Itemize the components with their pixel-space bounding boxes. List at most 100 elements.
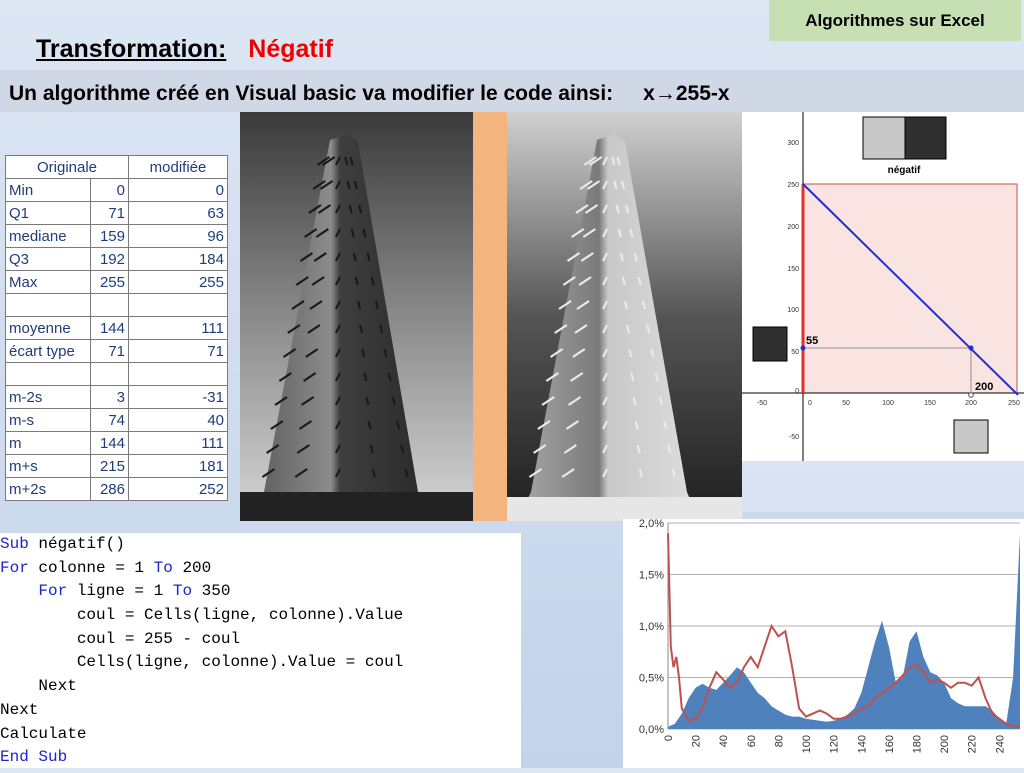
tower-stake	[317, 204, 332, 214]
row-label: Q3	[5, 247, 91, 271]
tower-stake	[391, 396, 396, 406]
tower-stake	[582, 228, 596, 238]
legend-swatch-dark	[904, 116, 947, 160]
tower-stake	[335, 252, 341, 262]
tower-stake	[358, 204, 363, 214]
tower-stake	[641, 300, 647, 310]
tower-stake	[602, 420, 608, 430]
tower-stake	[400, 444, 405, 454]
hist-x-tick: 200	[939, 735, 951, 753]
tower-stake	[563, 444, 577, 454]
tower-stake	[335, 300, 341, 310]
code-line: For ligne = 1 To 350	[38, 582, 231, 601]
tower-stake	[348, 204, 353, 214]
hist-x-tick: 120	[829, 735, 841, 753]
tower-stake	[335, 228, 341, 238]
graph-x-tick: 0	[808, 400, 812, 407]
tower-stake	[396, 420, 401, 430]
modified-value: 111	[128, 316, 228, 340]
output-swatch	[953, 419, 989, 454]
tower-stake	[626, 324, 631, 334]
tower-stake	[344, 156, 349, 166]
tower-stake	[313, 252, 327, 262]
tower-stake	[602, 348, 608, 358]
tower-stake	[335, 180, 341, 190]
modified-value: 184	[128, 247, 228, 271]
tower-stake	[602, 252, 608, 262]
hist-x-tick: 240	[994, 735, 1006, 753]
table-row: m-2s 3 -31	[5, 385, 228, 409]
original-value: 144	[90, 316, 129, 340]
hist-x-tick: 80	[773, 735, 785, 747]
tower-stake	[578, 276, 592, 286]
tower-stake	[354, 276, 359, 286]
tower-stake	[630, 372, 635, 382]
original-value	[90, 362, 129, 386]
tower-stake	[576, 300, 590, 310]
hist-x-tick: 20	[691, 735, 703, 747]
modified-value	[128, 293, 228, 317]
tower-stake	[565, 420, 580, 430]
tower-stake	[617, 228, 622, 238]
tower-stake	[387, 372, 392, 382]
row-label	[5, 293, 91, 317]
tower-stake	[621, 276, 626, 286]
tower-stake	[616, 156, 621, 166]
original-value: 286	[90, 477, 129, 501]
tower-stake	[274, 396, 288, 406]
tower-stake	[623, 300, 629, 310]
tower-stake	[562, 276, 576, 286]
original-value: 71	[90, 339, 129, 363]
row-label	[5, 362, 91, 386]
code-line: Next	[0, 700, 39, 719]
tower-stake	[362, 228, 367, 238]
tower-stake	[404, 468, 409, 478]
tower-stake	[335, 420, 341, 430]
tower-stake	[359, 324, 364, 334]
hist-x-tick: 100	[801, 735, 813, 753]
tower-stake	[602, 276, 608, 286]
tower-stake	[294, 468, 308, 478]
code-line: Cells(ligne, colonne).Value = coul	[0, 653, 404, 672]
graph-y-tick: 200	[787, 224, 799, 231]
row-label: Min	[5, 178, 91, 202]
row-label: m-s	[5, 408, 91, 432]
hist-y-tick: 1,5%	[639, 570, 664, 582]
hist-y-tick: 0,0%	[639, 724, 664, 736]
original-value: 159	[90, 224, 129, 248]
tower-stake	[579, 180, 593, 190]
hist-y-tick: 2,0%	[639, 519, 664, 530]
modified-value: 71	[128, 339, 228, 363]
tower-stake	[566, 252, 581, 262]
modified-value: 63	[128, 201, 228, 225]
tower-stake	[365, 396, 370, 406]
row-label: moyenne	[5, 316, 91, 340]
tower-stake	[671, 468, 676, 478]
tower-stake	[602, 156, 608, 166]
table-row: m+s 215 181	[5, 454, 228, 478]
tower-stake	[602, 372, 608, 382]
code-line: Calculate	[0, 724, 87, 743]
modified-value: 96	[128, 224, 228, 248]
row-label: m+s	[5, 454, 91, 478]
tower-stake	[584, 204, 599, 214]
tower-stake	[335, 156, 341, 166]
hist-x-tick: 160	[884, 735, 896, 753]
table-row: moyenne 144 111	[5, 316, 228, 340]
tower-stake	[367, 420, 372, 430]
tower-stake	[311, 276, 325, 286]
tower-stake	[602, 468, 608, 478]
tower-stake	[558, 300, 572, 310]
graph-y-tick: 0	[795, 388, 799, 395]
hist-y-tick: 0,5%	[639, 673, 664, 685]
tower-stake	[636, 444, 641, 454]
hist-x-tick: 0	[663, 735, 675, 741]
graph-x-tick: 200	[965, 400, 977, 407]
table-row: écart type 71 71	[5, 339, 228, 363]
vba-code-block: Sub négatif() For colonne = 1 To 200 For …	[0, 533, 521, 768]
tower-stake	[309, 300, 323, 310]
table-row: Min 0 0	[5, 178, 228, 202]
tower-stake	[583, 156, 597, 166]
tower-stake	[633, 252, 638, 262]
tower-stake	[335, 468, 341, 478]
